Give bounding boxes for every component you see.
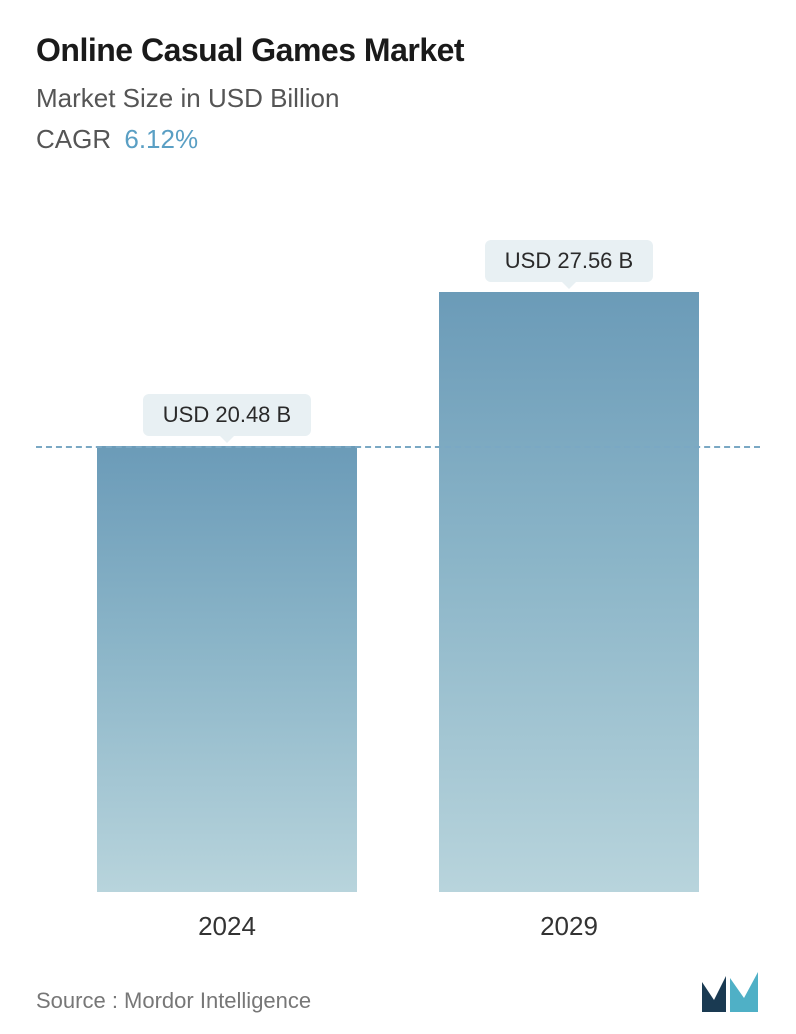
chart-subtitle: Market Size in USD Billion bbox=[36, 83, 760, 114]
x-axis-labels: 2024 2029 bbox=[56, 911, 740, 942]
bars-container: USD 20.48 B USD 27.56 B bbox=[56, 185, 740, 892]
chart-area: USD 20.48 B USD 27.56 B 2024 2029 bbox=[56, 185, 740, 962]
bar-value-label: USD 27.56 B bbox=[485, 240, 653, 282]
source-text: Source : Mordor Intelligence bbox=[36, 988, 311, 1014]
x-axis-label: 2029 bbox=[439, 911, 699, 942]
brand-logo-icon bbox=[700, 970, 760, 1014]
reference-line bbox=[36, 446, 760, 448]
bar-group: USD 20.48 B bbox=[97, 394, 357, 892]
bar-value-label: USD 20.48 B bbox=[143, 394, 311, 436]
cagr-label: CAGR bbox=[36, 124, 111, 154]
chart-footer: Source : Mordor Intelligence bbox=[36, 962, 760, 1014]
bar bbox=[439, 292, 699, 892]
chart-title: Online Casual Games Market bbox=[36, 32, 760, 69]
cagr-row: CAGR 6.12% bbox=[36, 124, 760, 155]
cagr-value: 6.12% bbox=[124, 124, 198, 154]
bar bbox=[97, 446, 357, 892]
x-axis-label: 2024 bbox=[97, 911, 357, 942]
bar-group: USD 27.56 B bbox=[439, 240, 699, 892]
